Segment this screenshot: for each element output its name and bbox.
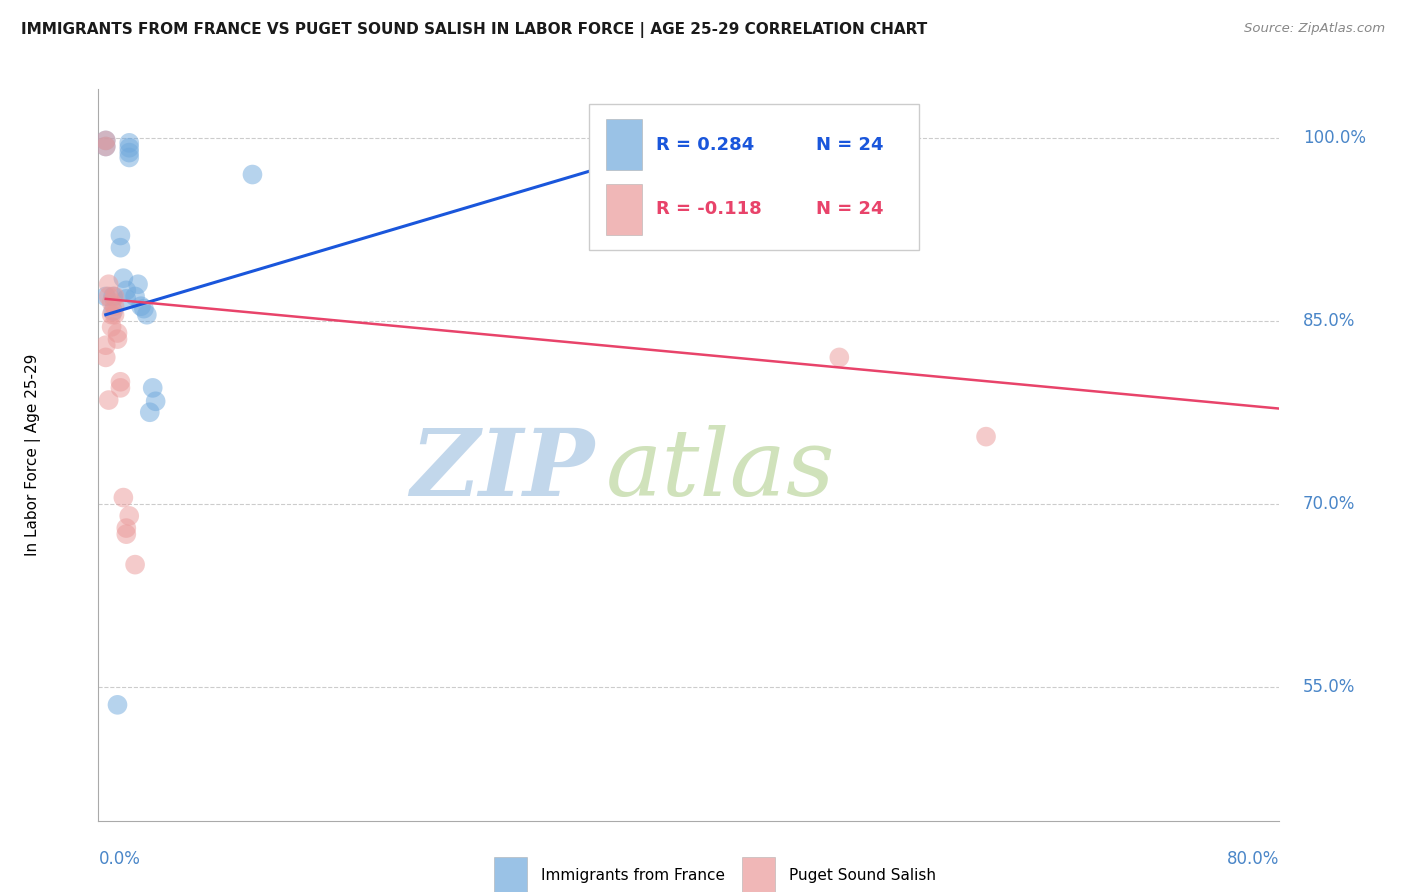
Point (94, 133, 117, 147)
Point (974, 430, 997, 444)
Point (101, 289, 124, 303)
Text: Source: ZipAtlas.com: Source: ZipAtlas.com (1244, 22, 1385, 36)
Text: 55.0%: 55.0% (1303, 678, 1355, 696)
Point (142, 381, 165, 395)
Point (828, 351, 851, 365)
Point (100, 308, 122, 322)
Point (94, 139, 117, 153)
Point (94, 351, 117, 365)
Point (110, 228, 132, 243)
Text: 85.0%: 85.0% (1303, 312, 1355, 330)
Point (242, 168, 264, 182)
Point (115, 521, 138, 535)
Text: 100.0%: 100.0% (1303, 129, 1367, 147)
Point (97, 277, 120, 292)
Point (135, 308, 157, 322)
Point (94, 289, 117, 303)
Point (103, 299, 125, 313)
Text: R = -0.118: R = -0.118 (655, 200, 762, 219)
Point (97, 393, 120, 408)
Point (115, 292, 138, 306)
Point (118, 145, 141, 160)
Point (118, 508, 141, 523)
Bar (494, 857, 527, 892)
Point (118, 136, 141, 150)
Point (110, 381, 132, 395)
Point (97, 289, 120, 303)
Point (118, 151, 141, 165)
Point (139, 405, 162, 419)
Point (112, 491, 135, 505)
Bar (742, 857, 775, 892)
Point (118, 141, 141, 155)
Point (127, 277, 149, 292)
Point (94, 133, 117, 147)
FancyBboxPatch shape (589, 103, 920, 250)
Text: atlas: atlas (606, 425, 835, 515)
Bar (606, 120, 641, 170)
Point (107, 698, 129, 712)
Point (110, 375, 132, 389)
Text: N = 24: N = 24 (817, 200, 884, 219)
Text: IMMIGRANTS FROM FRANCE VS PUGET SOUND SALISH IN LABOR FORCE | AGE 25-29 CORRELAT: IMMIGRANTS FROM FRANCE VS PUGET SOUND SA… (21, 22, 928, 38)
Text: R = 0.284: R = 0.284 (655, 136, 754, 153)
Point (107, 326, 129, 340)
Text: In Labor Force | Age 25-29: In Labor Force | Age 25-29 (25, 354, 41, 556)
Text: 0.0%: 0.0% (98, 850, 141, 868)
Point (124, 558, 146, 572)
Point (94, 139, 117, 153)
Point (103, 308, 125, 322)
Point (145, 394, 167, 409)
Point (100, 295, 122, 310)
Point (115, 284, 138, 298)
Text: Immigrants from France: Immigrants from France (541, 868, 725, 883)
Point (94, 338, 117, 352)
Point (100, 320, 122, 334)
Point (103, 289, 125, 303)
Text: Puget Sound Salish: Puget Sound Salish (789, 868, 936, 883)
Bar (606, 184, 641, 235)
Point (124, 289, 146, 303)
Point (107, 332, 129, 346)
Point (115, 527, 138, 541)
Point (112, 271, 135, 285)
Text: 70.0%: 70.0% (1303, 495, 1355, 513)
Text: N = 24: N = 24 (817, 136, 884, 153)
Point (101, 304, 124, 318)
Point (110, 241, 132, 255)
Text: 80.0%: 80.0% (1227, 850, 1279, 868)
Point (129, 299, 152, 313)
Point (132, 301, 155, 316)
Text: ZIP: ZIP (411, 425, 595, 515)
